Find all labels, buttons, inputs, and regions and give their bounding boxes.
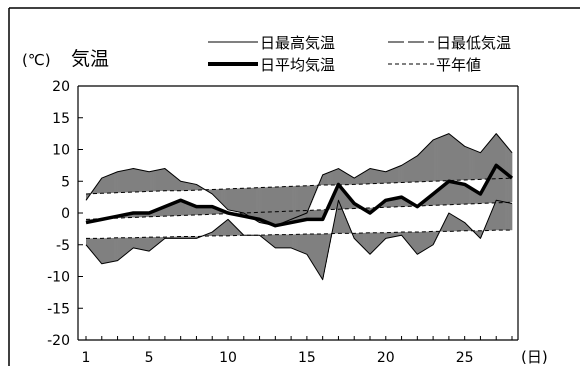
- y-tick-label: -5: [56, 238, 70, 254]
- avg-anomaly-fill: [511, 178, 512, 203]
- unit-label: (℃): [22, 51, 51, 69]
- legend-min-label: 日最低気温: [436, 34, 511, 52]
- min-anomaly-fill: [511, 203, 512, 230]
- x-tick-label: 5: [145, 350, 154, 366]
- x-tick-label: 1: [82, 350, 91, 366]
- y-tick-label: 15: [52, 111, 70, 127]
- chart-title: 気温: [71, 48, 109, 70]
- legend: 日最高気温 日最低気温 日平均気温 平年値: [208, 34, 511, 74]
- y-tick-label: 5: [61, 174, 70, 190]
- legend-max-label: 日最高気温: [260, 34, 335, 52]
- x-tick-label: 10: [219, 350, 237, 366]
- y-tick-label: -10: [47, 270, 70, 286]
- x-axis-label: (日): [521, 348, 548, 366]
- y-tick-label: 0: [61, 206, 70, 222]
- max-anomaly-fill: [511, 152, 512, 178]
- y-tick-label: -15: [47, 301, 70, 317]
- y-tick-label: -20: [47, 333, 70, 349]
- y-tick-label: 20: [52, 79, 70, 95]
- legend-avg-label: 日平均気温: [260, 56, 335, 74]
- x-tick-label: 25: [456, 350, 474, 366]
- legend-normal-label: 平年値: [436, 56, 481, 74]
- y-tick-label: 10: [52, 143, 70, 159]
- x-tick-label: 20: [377, 350, 395, 366]
- anomaly-fills: [86, 134, 512, 279]
- x-tick-label: 15: [298, 350, 316, 366]
